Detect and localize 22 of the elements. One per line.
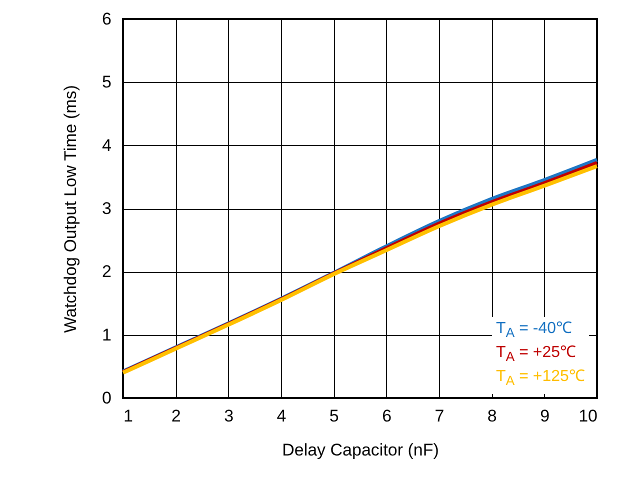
y-tick-label: 5: [102, 72, 112, 92]
x-axis-title: Delay Capacitor (nF): [282, 440, 439, 460]
y-tick-label: 0: [102, 388, 112, 408]
x-tick-label: 1: [124, 406, 133, 426]
x-tick-label: 4: [276, 406, 286, 426]
x-tick-label: 2: [171, 406, 181, 426]
x-tick-label: 7: [434, 406, 444, 426]
y-axis-title: Watchdog Output Low Time (ms): [61, 85, 80, 333]
x-tick-label: 5: [329, 406, 339, 426]
y-tick-label: 6: [102, 10, 112, 28]
x-tick-label: 9: [540, 406, 550, 426]
x-tick-label: 3: [224, 406, 234, 426]
x-tick-label: 6: [382, 406, 392, 426]
text: T$_{A}$ = +125℃: [496, 367, 585, 391]
text: T$_{A}$ = -40℃: [496, 319, 574, 342]
y-tick-label: 2: [102, 262, 112, 282]
text: T$_{A}$ = +25℃: [496, 343, 578, 366]
y-tick-label: 1: [102, 325, 112, 344]
x-tick-label: 8: [487, 406, 497, 426]
y-tick-label: 4: [102, 136, 112, 155]
y-tick-label: 3: [102, 199, 112, 218]
x-tick-label: 10: [578, 406, 598, 426]
